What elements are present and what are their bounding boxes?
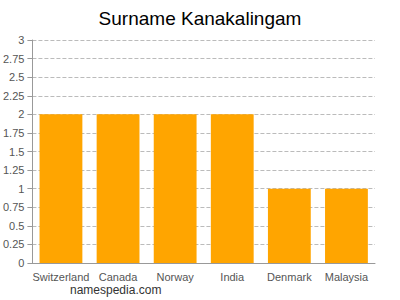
svg-text:Malaysia: Malaysia	[325, 271, 369, 283]
svg-text:1.25: 1.25	[3, 164, 24, 176]
svg-text:Canada: Canada	[99, 271, 138, 283]
svg-text:namespedia.com: namespedia.com	[70, 283, 161, 297]
svg-text:Surname Kanakalingam: Surname Kanakalingam	[99, 8, 302, 29]
svg-text:2.75: 2.75	[3, 53, 24, 65]
svg-text:Denmark: Denmark	[267, 271, 312, 283]
svg-text:1.5: 1.5	[9, 146, 24, 158]
svg-text:0.5: 0.5	[9, 220, 24, 232]
svg-text:Switzerland: Switzerland	[33, 271, 90, 283]
svg-text:2: 2	[18, 108, 24, 120]
svg-text:2.5: 2.5	[9, 71, 24, 83]
svg-text:1: 1	[18, 183, 24, 195]
svg-text:India: India	[220, 271, 245, 283]
svg-text:1.75: 1.75	[3, 127, 24, 139]
svg-text:0.25: 0.25	[3, 238, 24, 250]
svg-text:2.25: 2.25	[3, 90, 24, 102]
svg-text:0.75: 0.75	[3, 201, 24, 213]
svg-text:Norway: Norway	[157, 271, 195, 283]
svg-text:3: 3	[18, 34, 24, 46]
svg-text:0: 0	[18, 257, 24, 269]
